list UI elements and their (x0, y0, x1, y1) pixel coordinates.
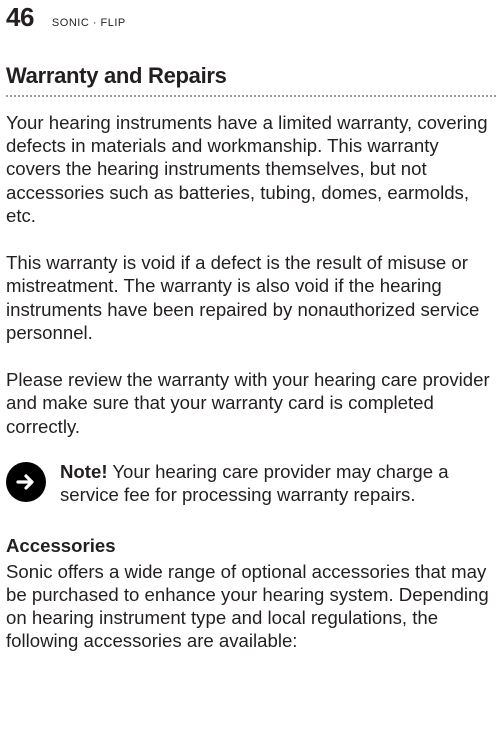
arrow-right-icon (14, 470, 38, 494)
page-number: 46 (6, 2, 34, 33)
note-text: Note! Your hearing care provider may cha… (60, 460, 496, 506)
paragraph-2: This warranty is void if a defect is the… (6, 251, 496, 344)
accessories-heading: Accessories (6, 534, 496, 557)
page: 46 SONIC · FLIP Warranty and Repairs You… (0, 0, 502, 733)
arrow-right-circle-icon (6, 462, 46, 502)
note-body: Your hearing care provider may charge a … (60, 461, 449, 505)
accessories-body: Sonic offers a wide range of optional ac… (6, 560, 496, 653)
note-label: Note! (60, 461, 108, 482)
note-block: Note! Your hearing care provider may cha… (6, 460, 496, 506)
title-block: Warranty and Repairs (0, 63, 502, 97)
paragraph-3: Please review the warranty with your hea… (6, 368, 496, 438)
page-header: 46 SONIC · FLIP (0, 0, 502, 33)
body-text: Your hearing instruments have a limited … (0, 111, 502, 652)
dotted-rule (6, 95, 496, 97)
running-head: SONIC · FLIP (52, 17, 126, 29)
section-title: Warranty and Repairs (6, 63, 496, 89)
paragraph-1: Your hearing instruments have a limited … (6, 111, 496, 227)
